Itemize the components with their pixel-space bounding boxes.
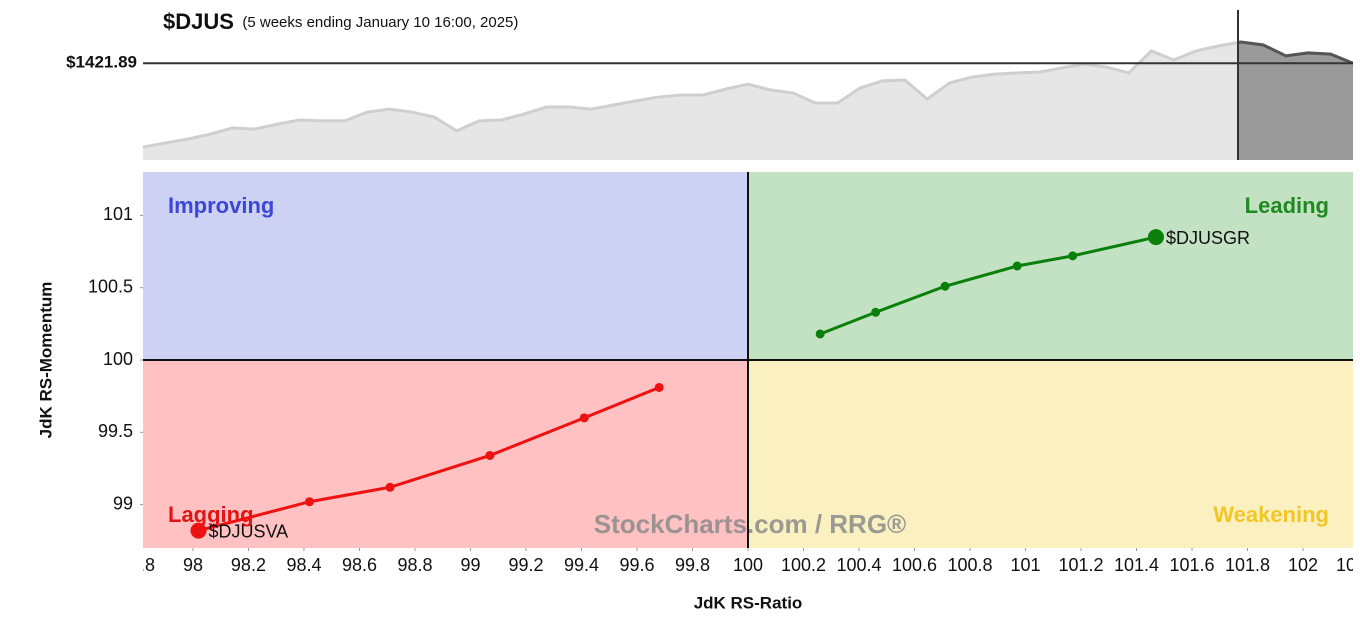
x-tick-label: 97.8 <box>120 555 155 575</box>
x-tick-label: 102.2 <box>1336 555 1360 575</box>
recent-area <box>1238 42 1353 160</box>
quadrant <box>748 360 1353 548</box>
trail-point <box>1068 251 1078 261</box>
trail-point <box>940 281 950 291</box>
recent-shade <box>1238 40 1353 160</box>
price-area <box>143 42 1353 160</box>
quadrant <box>748 172 1353 360</box>
y-tick-label: 101 <box>103 204 133 224</box>
x-tick-label: 99.2 <box>508 555 543 575</box>
trail-point <box>654 382 664 392</box>
trail-point <box>305 497 315 507</box>
x-tick-label: 98.8 <box>397 555 432 575</box>
trail-point <box>385 482 395 492</box>
x-tick-label: 99.4 <box>564 555 599 575</box>
x-tick-label: 100.2 <box>781 555 826 575</box>
series-label: $DJUSGR <box>1166 228 1250 248</box>
x-tick-label: 100.4 <box>836 555 881 575</box>
x-tick-label: 101.2 <box>1059 555 1104 575</box>
price-title: $DJUS (5 weeks ending January 10 16:00, … <box>163 9 518 34</box>
y-tick-label: 99.5 <box>98 421 133 441</box>
y-tick-label: 99 <box>113 493 133 513</box>
quadrant-label: Improving <box>168 193 274 218</box>
x-tick-label: 100.8 <box>947 555 992 575</box>
title: $DJUS <box>163 9 234 34</box>
quadrant-label: Lagging <box>168 502 254 527</box>
y-axis-title: JdK RS-Momentum <box>36 282 55 439</box>
trail-point <box>815 329 825 339</box>
price-label: $1421.89 <box>66 53 137 72</box>
x-tick-label: 98.6 <box>342 555 377 575</box>
quadrant-label: Weakening <box>1213 502 1329 527</box>
x-tick-label: 102 <box>1288 555 1318 575</box>
series-label: $DJUSVA <box>209 521 289 541</box>
watermark: StockCharts.com / RRG® <box>594 509 906 539</box>
quadrant <box>143 172 748 360</box>
x-tick-label: 98 <box>183 555 203 575</box>
y-tick-label: 100.5 <box>88 276 133 296</box>
x-tick-label: 98.2 <box>231 555 266 575</box>
x-tick-label: 100.6 <box>892 555 937 575</box>
x-tick-label: 99 <box>460 555 480 575</box>
x-tick-label: 101 <box>1010 555 1040 575</box>
price-line <box>142 40 1354 149</box>
y-tick-label: 100 <box>103 349 133 369</box>
x-tick-label: 101.8 <box>1225 555 1270 575</box>
x-tick-label: 101.4 <box>1114 555 1159 575</box>
trail-point <box>871 307 881 317</box>
x-axis-title: JdK RS-Ratio <box>694 593 803 612</box>
trail-point <box>485 450 495 460</box>
trail-line <box>198 386 660 533</box>
head-point <box>190 522 207 539</box>
x-tick-label: 101.6 <box>1170 555 1215 575</box>
quadrant-label: Leading <box>1245 193 1329 218</box>
trail-point <box>1012 261 1022 271</box>
x-tick-label: 98.4 <box>286 555 321 575</box>
x-tick-label: 99.6 <box>619 555 654 575</box>
x-ticks: 97.8 98 98.2 98.4 98.6 98.8 99 99.2 99.4 99.6 99.8… <box>120 548 1360 575</box>
trail-point <box>579 413 589 423</box>
subtitle: (5 weeks ending January 10 16:00, 2025) <box>242 14 518 31</box>
head-point <box>1147 229 1164 246</box>
x-tick-label: 100 <box>733 555 763 575</box>
trail-line <box>819 235 1157 336</box>
x-tick-label: 99.8 <box>675 555 710 575</box>
